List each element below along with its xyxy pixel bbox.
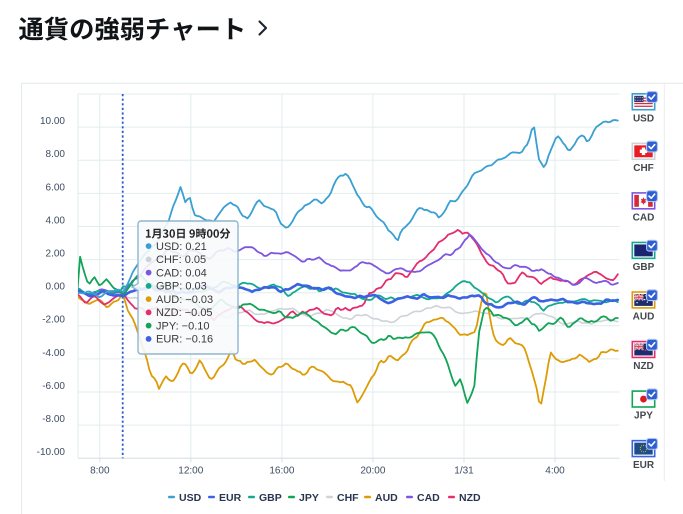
svg-text:10.00: 10.00 xyxy=(40,116,65,127)
svg-text:CAD: CAD xyxy=(417,492,440,504)
svg-text:AUD: −0.03: AUD: −0.03 xyxy=(156,294,213,306)
svg-text:CAD: CAD xyxy=(633,212,655,223)
svg-text:GBP: GBP xyxy=(633,262,655,273)
svg-text:EUR: EUR xyxy=(633,460,655,471)
svg-text:USD: USD xyxy=(633,113,654,124)
svg-text:CHF: 0.05: CHF: 0.05 xyxy=(156,254,206,266)
svg-text:CAD: 0.04: CAD: 0.04 xyxy=(156,267,207,279)
svg-text:NZD: NZD xyxy=(459,492,481,504)
svg-text:AUD: AUD xyxy=(633,312,655,323)
svg-text:-2.00: -2.00 xyxy=(42,315,65,326)
svg-text:GBP: 0.03: GBP: 0.03 xyxy=(156,281,207,293)
svg-text:12:00: 12:00 xyxy=(178,465,203,476)
svg-text:16:00: 16:00 xyxy=(269,465,294,476)
svg-text:-10.00: -10.00 xyxy=(37,447,66,458)
svg-text:USD: USD xyxy=(179,492,202,504)
svg-text:0.00: 0.00 xyxy=(46,282,66,293)
svg-text:EUR: −0.16: EUR: −0.16 xyxy=(156,334,213,346)
svg-text:4.00: 4.00 xyxy=(46,215,66,226)
svg-text:20:00: 20:00 xyxy=(360,465,385,476)
svg-text:NZD: NZD xyxy=(633,361,654,372)
svg-text:JPY: −0.10: JPY: −0.10 xyxy=(156,320,210,332)
svg-text:JPY: JPY xyxy=(299,492,319,504)
svg-text:8.00: 8.00 xyxy=(46,149,66,160)
svg-text:6.00: 6.00 xyxy=(46,182,66,193)
svg-text:CHF: CHF xyxy=(633,163,654,174)
svg-text:CHF: CHF xyxy=(337,492,359,504)
svg-text:-6.00: -6.00 xyxy=(42,381,65,392)
svg-text:-8.00: -8.00 xyxy=(42,414,65,425)
svg-text:NZD: −0.05: NZD: −0.05 xyxy=(156,307,213,319)
svg-text:GBP: GBP xyxy=(259,492,282,504)
svg-text:2.00: 2.00 xyxy=(46,249,66,260)
svg-text:USD: 0.21: USD: 0.21 xyxy=(156,241,207,253)
svg-text:JPY: JPY xyxy=(634,411,653,422)
svg-text:4:00: 4:00 xyxy=(545,465,565,476)
svg-text:-4.00: -4.00 xyxy=(42,348,65,359)
svg-text:8:00: 8:00 xyxy=(90,465,110,476)
svg-text:AUD: AUD xyxy=(375,492,398,504)
svg-text:EUR: EUR xyxy=(219,492,242,504)
svg-text:1/31: 1/31 xyxy=(454,465,474,476)
